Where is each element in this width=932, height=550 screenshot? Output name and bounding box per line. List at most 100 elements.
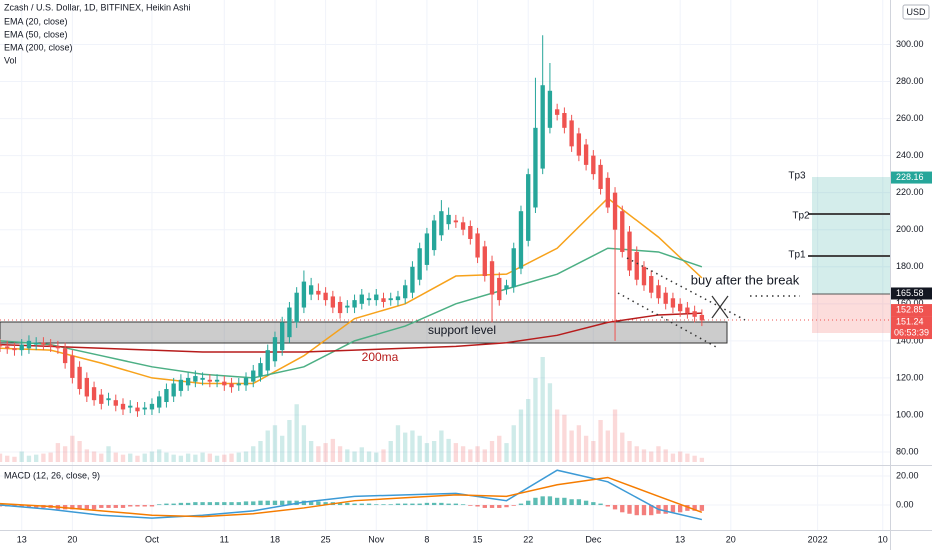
volume-bar bbox=[185, 453, 191, 462]
annotation: support level bbox=[428, 323, 496, 337]
candle-body bbox=[308, 285, 314, 295]
macd-histogram-bar bbox=[200, 502, 205, 506]
candle-body bbox=[272, 337, 278, 362]
macd-histogram-bar bbox=[591, 502, 596, 506]
volume-bar bbox=[374, 452, 379, 462]
candle-body bbox=[468, 226, 473, 239]
macd-histogram-bar bbox=[19, 505, 24, 507]
candle-body bbox=[475, 233, 480, 258]
volume-bar bbox=[34, 454, 39, 462]
macd-histogram-bar bbox=[403, 503, 408, 506]
macd-histogram-bar bbox=[366, 503, 372, 506]
price-label: 152.85 bbox=[896, 304, 924, 314]
volume-bar bbox=[243, 451, 249, 462]
volume-bar bbox=[26, 455, 32, 462]
macd-histogram-bar bbox=[395, 503, 401, 506]
candle-body bbox=[489, 261, 495, 295]
volume-bar bbox=[330, 438, 336, 462]
volume-bar bbox=[352, 451, 357, 462]
macd-histogram-bar bbox=[649, 505, 654, 516]
volume-bar bbox=[41, 453, 46, 462]
macd-histogram-bar bbox=[316, 501, 321, 506]
x-tick-label: 25 bbox=[321, 534, 331, 544]
candle-body bbox=[395, 296, 401, 301]
cross-mark bbox=[711, 295, 729, 319]
macd-histogram-bar bbox=[251, 501, 256, 506]
volume-bar bbox=[55, 443, 61, 462]
axes: 80.00100.00120.00140.00160.00180.00200.0… bbox=[17, 39, 932, 544]
candle-body bbox=[381, 298, 386, 302]
macd-histogram-bar bbox=[374, 504, 379, 506]
chart-title: Zcash / U.S. Dollar, 1D, BITFINEX, Heiki… bbox=[4, 2, 191, 12]
candle-body bbox=[0, 344, 3, 347]
volume-bar bbox=[504, 443, 509, 462]
macd-histogram-bar bbox=[518, 503, 524, 506]
macd-histogram-bar bbox=[663, 505, 668, 514]
x-tick-label: 11 bbox=[220, 534, 229, 544]
currency-box bbox=[902, 4, 930, 20]
candle-body bbox=[128, 405, 133, 408]
volume-bar bbox=[583, 435, 589, 462]
candle-body bbox=[26, 340, 32, 349]
macd-histogram-bar bbox=[34, 505, 39, 508]
volume-bar bbox=[287, 420, 292, 462]
candle-body bbox=[323, 292, 328, 301]
macd-histogram-bar bbox=[504, 505, 509, 508]
macd-histogram-bar bbox=[91, 505, 97, 510]
candle-body bbox=[55, 346, 61, 349]
candle-body bbox=[663, 292, 668, 304]
macd-histogram-bar bbox=[128, 505, 133, 507]
volume-bar bbox=[222, 454, 227, 462]
volume-bar bbox=[359, 447, 364, 462]
macd-histogram-bar bbox=[222, 502, 227, 506]
macd-histogram-bar bbox=[540, 496, 545, 506]
macd-histogram-bar bbox=[337, 502, 343, 506]
candle-body bbox=[337, 301, 343, 314]
candle-body bbox=[243, 377, 249, 386]
volume-bar bbox=[308, 441, 314, 462]
volume-bar bbox=[171, 454, 176, 462]
macd-histogram-bar bbox=[677, 505, 683, 513]
price-label: 165.58 bbox=[896, 288, 924, 298]
macd-histogram-bar bbox=[345, 502, 350, 506]
candle-body bbox=[316, 290, 321, 295]
candle-body bbox=[359, 294, 364, 304]
candle-body bbox=[185, 377, 191, 386]
macd-histogram-bar bbox=[620, 505, 625, 513]
macd-histogram-bar bbox=[323, 502, 328, 506]
volume-bar bbox=[337, 446, 343, 462]
candle-body bbox=[677, 303, 683, 312]
volume-bar bbox=[656, 446, 661, 462]
candle-body bbox=[591, 155, 596, 175]
y-tick-label: 100.00 bbox=[896, 409, 924, 419]
macd-histogram-bar bbox=[547, 496, 553, 506]
candle-body bbox=[612, 192, 618, 230]
y-tick-label: 120.00 bbox=[896, 372, 924, 382]
indicator-line bbox=[0, 476, 703, 518]
candle-body bbox=[620, 211, 625, 252]
macd-histogram-bar bbox=[453, 503, 459, 506]
volume-bar bbox=[526, 399, 531, 462]
macd-histogram-bar bbox=[280, 500, 285, 506]
candle-body bbox=[453, 220, 459, 223]
volume-bar bbox=[576, 425, 582, 462]
candle-body bbox=[19, 344, 24, 351]
annotation: Tp2 bbox=[792, 211, 810, 222]
volume-bar bbox=[692, 455, 697, 462]
annotation: 200ma bbox=[362, 350, 399, 364]
volume-bar bbox=[99, 453, 104, 462]
channel-top bbox=[626, 257, 746, 321]
candle-body bbox=[540, 85, 545, 169]
candle-body bbox=[157, 396, 162, 408]
x-tick-label: 20 bbox=[67, 534, 77, 544]
macd-histogram-bar bbox=[207, 502, 213, 506]
volume-bar bbox=[554, 409, 560, 462]
macd-histogram-bar bbox=[106, 505, 111, 508]
macd-histogram-bar bbox=[113, 505, 118, 508]
candle-body bbox=[685, 307, 690, 314]
candle-body bbox=[48, 344, 53, 347]
macd-histogram-bar bbox=[171, 503, 176, 506]
macd-histogram-bar bbox=[634, 505, 639, 516]
volume-bar bbox=[251, 446, 256, 462]
